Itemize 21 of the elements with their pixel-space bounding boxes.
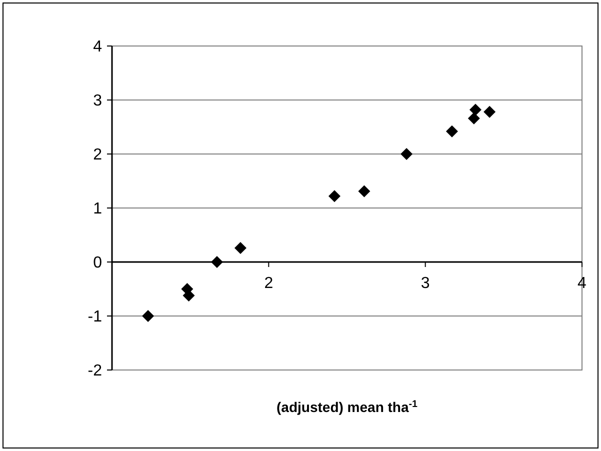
y-tick-label: 0 xyxy=(93,254,102,272)
point xyxy=(446,125,458,138)
point xyxy=(484,106,496,118)
point xyxy=(400,148,413,160)
point xyxy=(358,185,370,198)
x-tick-label: 2 xyxy=(264,275,274,292)
point xyxy=(210,256,223,268)
x-axis-title: (adjusted) mean tha$^{-1}$ xyxy=(276,398,418,415)
y-tick-label: 4 xyxy=(93,38,102,56)
y-tick-label: 3 xyxy=(93,92,102,110)
point xyxy=(328,190,340,202)
point xyxy=(469,104,482,116)
x-tick-label: 3 xyxy=(420,275,430,292)
y-tick-label: 2 xyxy=(93,146,102,164)
point xyxy=(234,242,246,254)
y-tick-label: -2 xyxy=(88,362,102,380)
point xyxy=(468,112,480,124)
y-tick-label: 1 xyxy=(93,200,102,218)
y-tick-label: -1 xyxy=(88,308,102,326)
point xyxy=(142,310,154,322)
x-tick-label: 4 xyxy=(578,275,587,292)
